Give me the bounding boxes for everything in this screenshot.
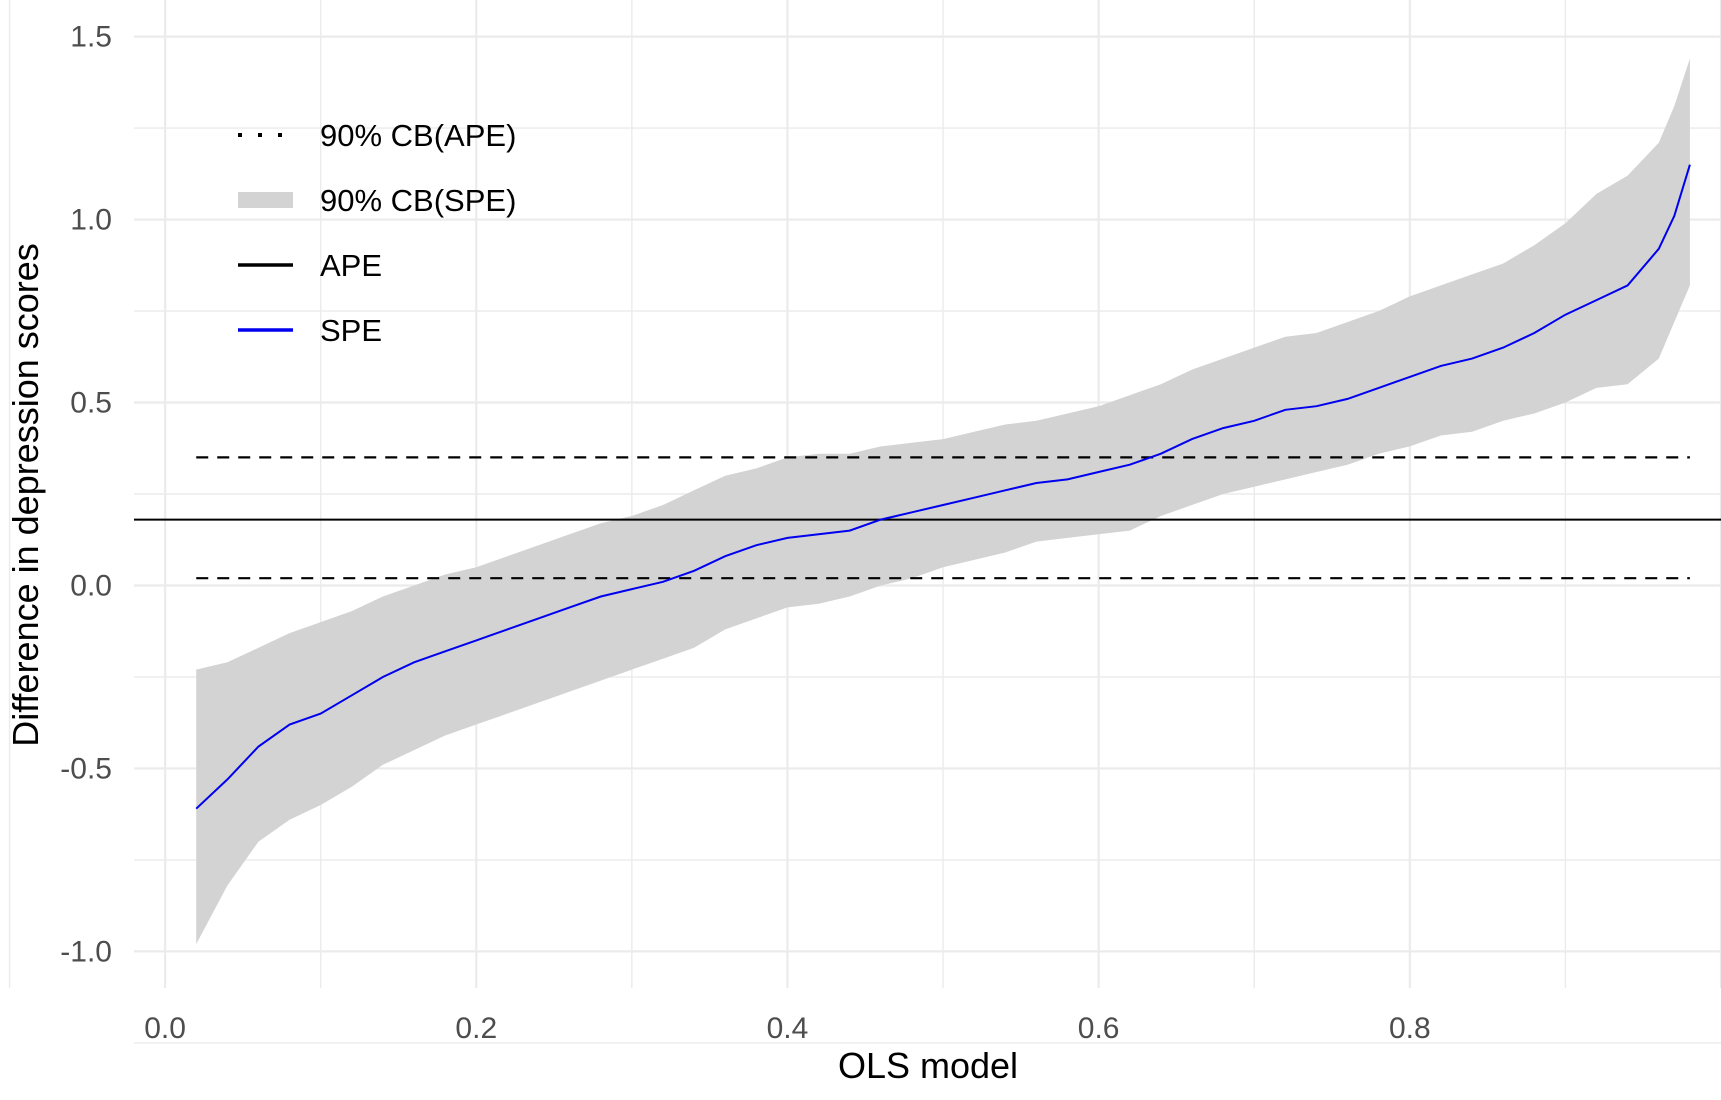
x-tick-label: 0.2 bbox=[455, 1012, 497, 1045]
x-tick-label: 0.6 bbox=[1078, 1012, 1120, 1045]
y-tick-label: 0.5 bbox=[70, 387, 112, 420]
legend-key-spe-cb bbox=[238, 192, 293, 208]
y-tick-label: -0.5 bbox=[60, 752, 112, 785]
spe-confidence-band bbox=[196, 58, 1690, 945]
x-tick-label: 0.8 bbox=[1389, 1012, 1431, 1045]
reference-lines bbox=[134, 456, 1721, 580]
y-tick-label: -1.0 bbox=[60, 935, 112, 968]
confidence-band bbox=[196, 58, 1690, 945]
spe-series-line bbox=[195, 164, 1691, 810]
tick-labels: 0.0 0.2 0.4 0.6 0.8 -1.0 -0.5 0.0 0.5 1.0 1.5 bbox=[60, 21, 1430, 1045]
x-tick-label: 0.0 bbox=[144, 1012, 186, 1045]
y-tick-label: 1.0 bbox=[70, 204, 112, 237]
x-axis-title: OLS model bbox=[838, 1045, 1018, 1086]
y-axis-title: Difference in depression scores bbox=[5, 243, 46, 747]
x-tick-label: 0.4 bbox=[767, 1012, 809, 1045]
y-tick-label: 0.0 bbox=[70, 569, 112, 602]
legend: 90% CB(APE) 90% CB(SPE) APE SPE bbox=[238, 118, 516, 348]
series bbox=[195, 164, 1691, 810]
legend-label: 90% CB(APE) bbox=[320, 118, 516, 153]
legend-label: APE bbox=[320, 248, 382, 283]
legend-label: 90% CB(SPE) bbox=[320, 183, 516, 218]
legend-label: SPE bbox=[320, 313, 382, 348]
y-tick-label: 1.5 bbox=[70, 21, 112, 54]
